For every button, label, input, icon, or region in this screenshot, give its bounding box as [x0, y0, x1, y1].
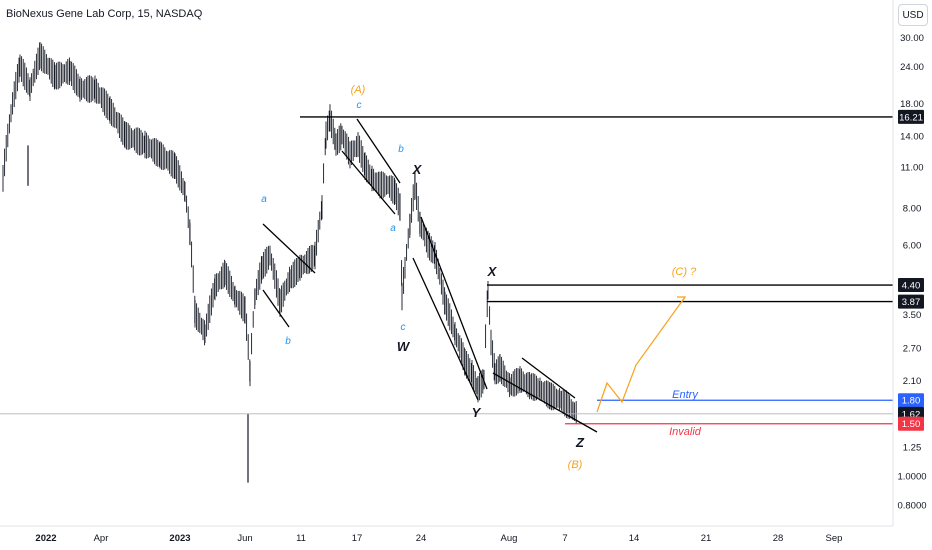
price-label: 1.50	[902, 419, 921, 430]
x-tick-label: Aug	[501, 533, 518, 544]
price-label: 1.62	[902, 409, 921, 420]
pattern-line	[262, 289, 290, 328]
wave-label-a: a	[390, 223, 396, 234]
wave-label-A: (A)	[351, 84, 366, 96]
x-tick-label: 7	[562, 533, 567, 544]
pattern-line	[262, 223, 316, 274]
x-tick-label: Sep	[826, 533, 843, 544]
price-label-box	[898, 278, 924, 293]
wave-label-C: (C) ?	[672, 266, 697, 278]
symbol-title: BioNexus Gene Lab Corp, 15, NASDAQ	[6, 8, 203, 20]
x-tick-label: 11	[296, 533, 306, 544]
price-label: 3.87	[902, 297, 921, 308]
y-tick-label: 24.00	[900, 62, 924, 73]
y-tick-label: 8.00	[903, 203, 922, 214]
wave-label-Y: Y	[472, 405, 482, 420]
pattern-line	[420, 216, 488, 390]
pattern-line	[341, 150, 396, 215]
y-tick-label: 1.25	[903, 443, 922, 454]
wave-label-B: (B)	[568, 459, 583, 471]
price-bars	[2, 42, 577, 483]
x-tick-label: 21	[701, 533, 712, 544]
pattern-line	[492, 372, 598, 433]
y-tick-label: 14.00	[900, 131, 924, 142]
wave-label-Z: Z	[575, 435, 585, 450]
price-label-box	[898, 416, 924, 431]
x-tick-label: 14	[629, 533, 640, 544]
invalid-label: Invalid	[669, 426, 702, 438]
y-tick-label: 2.10	[903, 376, 922, 387]
x-tick-label: 2023	[169, 533, 190, 544]
price-label: 16.21	[899, 112, 923, 123]
x-tick-label: 17	[352, 533, 363, 544]
y-tick-label: 18.00	[900, 99, 924, 110]
wave-label-c: c	[401, 322, 406, 333]
currency-button[interactable]: USD	[898, 4, 928, 26]
wave-label-b: b	[285, 336, 291, 347]
price-label: 1.80	[902, 396, 921, 407]
x-tick-label: 24	[416, 533, 427, 544]
y-tick-label: 0.8000	[897, 500, 926, 511]
projection-arrowhead	[677, 296, 687, 304]
projection-path	[596, 296, 686, 413]
x-tick-label: Jun	[237, 533, 252, 544]
x-tick-label: Apr	[94, 533, 109, 544]
wave-label-X: X	[412, 162, 423, 177]
price-label-box	[898, 294, 924, 309]
y-tick-label: 6.00	[903, 241, 922, 252]
pattern-line	[521, 357, 576, 399]
y-tick-label: 3.50	[903, 310, 922, 321]
x-tick-label: 28	[773, 533, 784, 544]
y-tick-label: 30.00	[900, 33, 924, 44]
y-tick-label: 1.0000	[897, 472, 926, 483]
price-label: 4.40	[902, 281, 921, 292]
wave-label-a: a	[261, 194, 267, 205]
wave-label-X: X	[487, 264, 498, 279]
wave-label-c: c	[357, 100, 362, 111]
pattern-line	[412, 257, 479, 401]
entry-label: Entry	[672, 389, 699, 401]
x-tick-label: 2022	[35, 533, 56, 544]
pattern-line	[356, 118, 401, 184]
wave-label-W: W	[397, 339, 411, 354]
price-label-box	[898, 393, 924, 408]
price-label-box	[898, 109, 924, 124]
wave-label-b: b	[398, 144, 404, 155]
y-tick-label: 11.00	[900, 162, 923, 173]
y-tick-label: 2.70	[903, 343, 922, 354]
